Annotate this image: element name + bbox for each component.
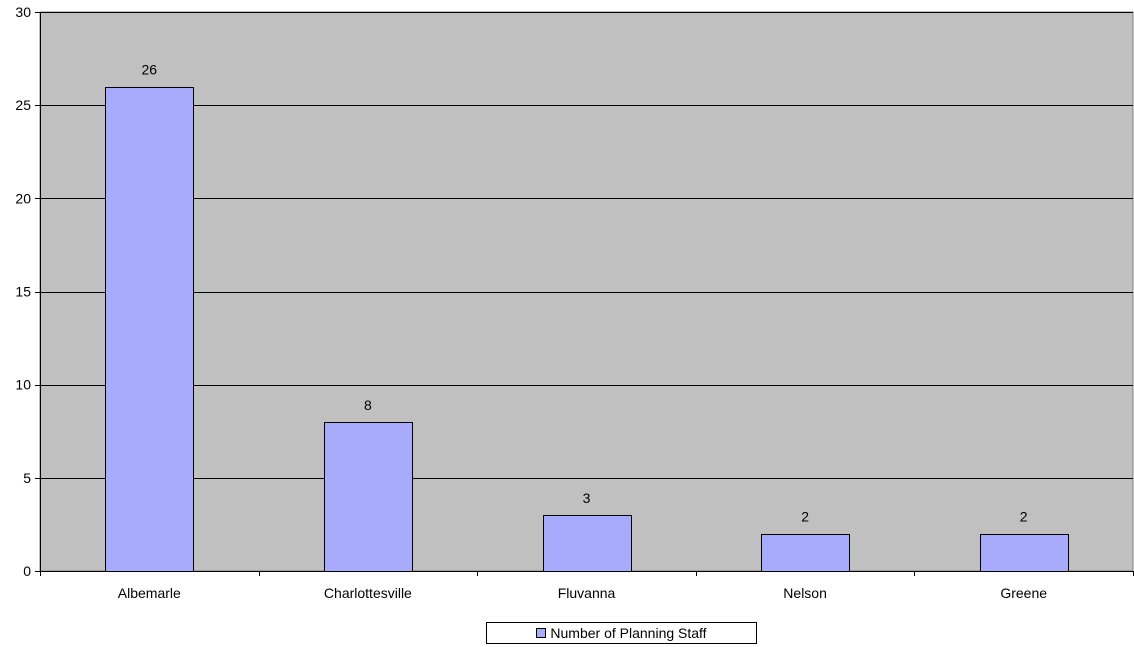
- bar: [980, 534, 1069, 572]
- axes: 0 5 10 15 20 25 30 Albemarle Charlottesville Fluv…: [15, 4, 1134, 601]
- y-tick-label: 25: [15, 97, 31, 113]
- gridlines: [40, 12, 1133, 479]
- data-label: 26: [142, 62, 158, 78]
- legend-swatch: [536, 628, 547, 638]
- data-label: 2: [1020, 509, 1028, 525]
- bar: [761, 534, 850, 572]
- data-labels: 26 8 3 2 2: [142, 62, 1028, 525]
- y-tick-label: 20: [15, 190, 31, 206]
- bars: [105, 87, 1069, 572]
- legend-label: Number of Planning Staff: [550, 625, 707, 641]
- legend: Number of Planning Staff: [486, 622, 757, 644]
- bar: [105, 87, 194, 572]
- x-tick-label: Fluvanna: [558, 585, 616, 601]
- y-tick-label: 0: [23, 563, 31, 579]
- bar: [543, 515, 632, 572]
- plot-area: [39, 11, 1134, 572]
- data-label: 8: [364, 397, 372, 413]
- bar: [324, 422, 413, 572]
- x-tick-label: Greene: [1000, 585, 1047, 601]
- y-tick-label: 10: [15, 377, 31, 393]
- x-tick-label: Charlottesville: [324, 585, 412, 601]
- y-tick-label: 5: [23, 470, 31, 486]
- data-label: 3: [583, 490, 591, 506]
- x-tick-label: Albemarle: [118, 585, 181, 601]
- y-tick-label: 30: [15, 4, 31, 20]
- y-tick-label: 15: [15, 284, 31, 300]
- data-label: 2: [801, 509, 809, 525]
- x-tick-label: Nelson: [783, 585, 827, 601]
